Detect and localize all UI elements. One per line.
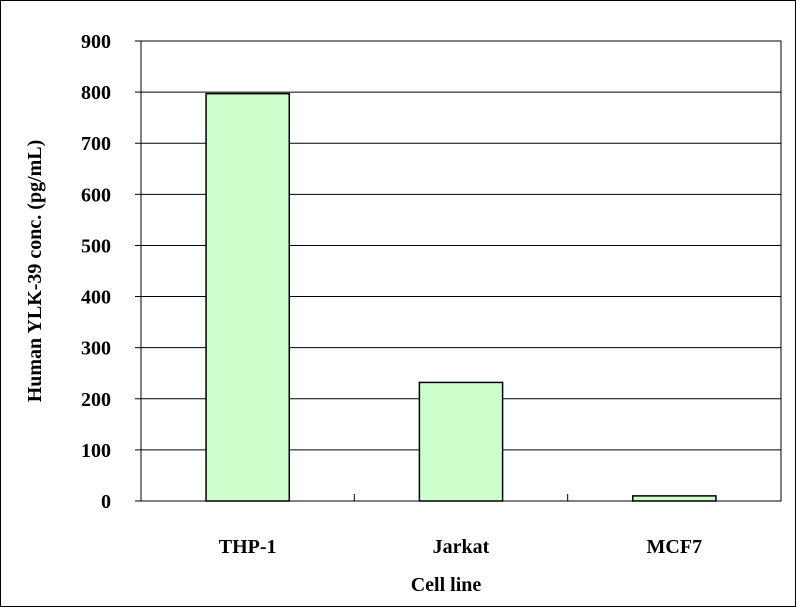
- y-tick-label-500: 500: [81, 235, 111, 257]
- bar-mcf7: [631, 495, 717, 502]
- x-category-label-mcf7: MCF7: [647, 536, 703, 558]
- x-category-label-jarkat: Jarkat: [433, 536, 490, 558]
- y-tick-label-900: 900: [81, 31, 111, 53]
- category-labels: THP-1 Jarkat MCF7: [219, 536, 702, 558]
- bars: [205, 92, 717, 502]
- y-tick-label-400: 400: [81, 287, 111, 309]
- y-tick-label-0: 0: [101, 491, 111, 513]
- y-tick-label-300: 300: [81, 338, 111, 360]
- y-tick-label-700: 700: [81, 133, 111, 155]
- y-tick-label-800: 800: [81, 82, 111, 104]
- y-tick-label-100: 100: [81, 440, 111, 462]
- bar-thp-1: [205, 92, 291, 502]
- y-tick-label-200: 200: [81, 389, 111, 411]
- x-category-label-thp-1: THP-1: [219, 536, 277, 558]
- y-axis-ticks: 0 100 200 300 400 500 600 700 800 900: [81, 31, 141, 513]
- bar-jarkat: [418, 381, 504, 502]
- y-tick-label-600: 600: [81, 184, 111, 206]
- y-axis-title: Human YLK-39 conc. (pg/mL): [24, 140, 46, 403]
- x-axis-title: Cell line: [411, 574, 482, 596]
- x-axis-ticks: [353, 494, 569, 501]
